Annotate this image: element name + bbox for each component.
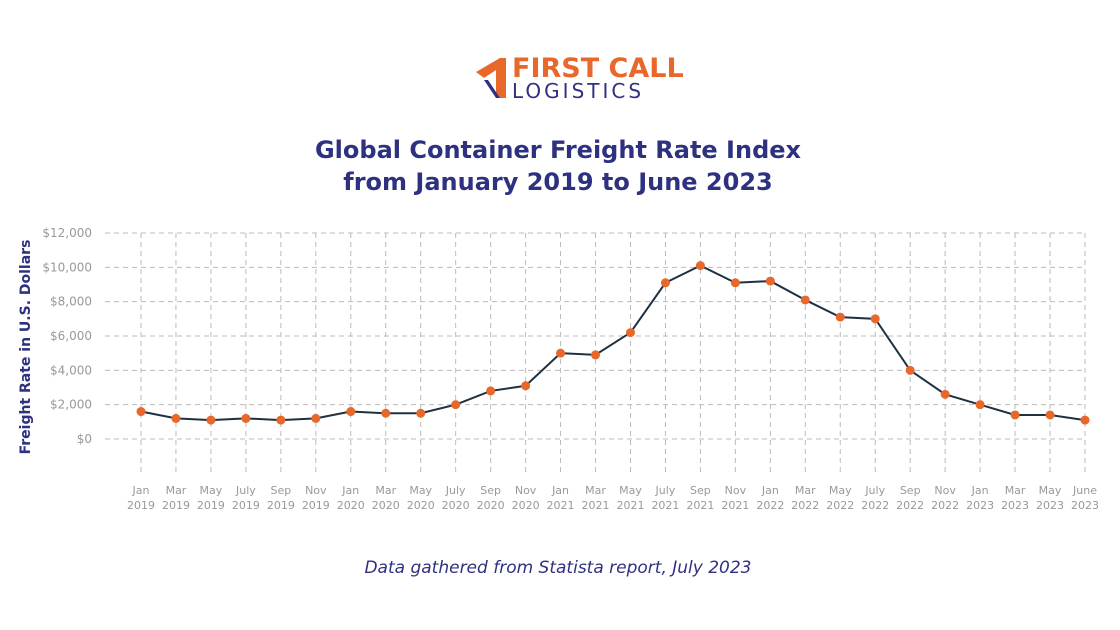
marker <box>625 328 635 338</box>
marker <box>905 365 915 375</box>
marker <box>451 400 461 410</box>
y-axis-label: Freight Rate in U.S. Dollars <box>18 240 34 455</box>
line <box>140 264 1086 422</box>
x-tick-label: Nov 2019 <box>302 484 330 512</box>
x-tick-label: Mar 2023 <box>1001 484 1029 512</box>
x-tick-label: Nov 2022 <box>931 484 959 512</box>
logo-icon-accent <box>484 80 500 98</box>
x-tick-label: Sep 2020 <box>477 484 505 512</box>
x-tick-label: Sep 2021 <box>686 484 714 512</box>
marker <box>311 413 321 423</box>
y-tick-label: $4,000 <box>50 363 92 377</box>
x-tick-label: Jan 2020 <box>337 484 365 512</box>
x-tick-label: Jan 2023 <box>966 484 994 512</box>
x-tick-label: July 2020 <box>442 484 470 512</box>
chart-subtitle: from January 2019 to June 2023 <box>343 168 772 196</box>
y-tick-label: $0 <box>77 432 92 446</box>
x-tick-label: Sep 2019 <box>267 484 295 512</box>
x-tick-label: Mar 2021 <box>582 484 610 512</box>
logo-line2: LOGISTICS <box>512 79 644 103</box>
y-tick-label: $6,000 <box>50 329 92 343</box>
x-tick-label: May 2020 <box>407 484 435 512</box>
x-tick-label: July 2019 <box>232 484 260 512</box>
logo-icon <box>476 58 506 98</box>
marker <box>695 261 705 271</box>
caption: Data gathered from Statista report, July… <box>364 558 751 578</box>
x-tick-label: July 2022 <box>861 484 889 512</box>
x-tick-label: July 2021 <box>651 484 679 512</box>
y-tick-label: $10,000 <box>42 260 92 274</box>
marker <box>206 415 216 425</box>
marker <box>416 408 426 418</box>
y-tick-label: $2,000 <box>50 398 92 412</box>
x-tick-label: Nov 2020 <box>512 484 540 512</box>
marker <box>1080 415 1090 425</box>
marker <box>800 295 810 305</box>
marker <box>975 400 985 410</box>
x-tick-label: Mar 2020 <box>372 484 400 512</box>
y-tick-label: $12,000 <box>42 226 92 240</box>
marker <box>870 314 880 324</box>
marker <box>730 278 740 288</box>
x-tick-label: Jan 2021 <box>547 484 575 512</box>
marker <box>591 350 601 360</box>
x-tick-label: Jan 2022 <box>756 484 784 512</box>
x-tick-label: May 2021 <box>616 484 644 512</box>
marker <box>276 415 286 425</box>
marker <box>346 407 356 417</box>
marker <box>835 312 845 322</box>
x-tick-label: Mar 2019 <box>162 484 190 512</box>
marker <box>556 348 566 358</box>
marker <box>1010 410 1020 420</box>
marker <box>660 278 670 288</box>
x-tick-label: May 2022 <box>826 484 854 512</box>
marker <box>521 381 531 391</box>
marker <box>136 407 146 417</box>
marker <box>381 408 391 418</box>
logo-line1: FIRST CALL <box>512 53 684 84</box>
marker <box>765 276 775 286</box>
y-tick-label: $8,000 <box>50 295 92 309</box>
x-tick-label: Nov 2021 <box>721 484 749 512</box>
marker <box>940 389 950 399</box>
logo: FIRST CALL LOGISTICS <box>476 53 684 103</box>
marker <box>1045 410 1055 420</box>
x-tick-label: Sep 2022 <box>896 484 924 512</box>
marker <box>171 413 181 423</box>
x-tick-label: May 2019 <box>197 484 225 512</box>
x-tick-label: Mar 2022 <box>791 484 819 512</box>
marker <box>241 413 251 423</box>
chart-title: Global Container Freight Rate Index <box>315 136 802 164</box>
x-tick-label: June 2023 <box>1071 484 1099 512</box>
x-tick-label: May 2023 <box>1036 484 1064 512</box>
marker <box>486 386 496 396</box>
x-tick-label: Jan 2019 <box>127 484 155 512</box>
